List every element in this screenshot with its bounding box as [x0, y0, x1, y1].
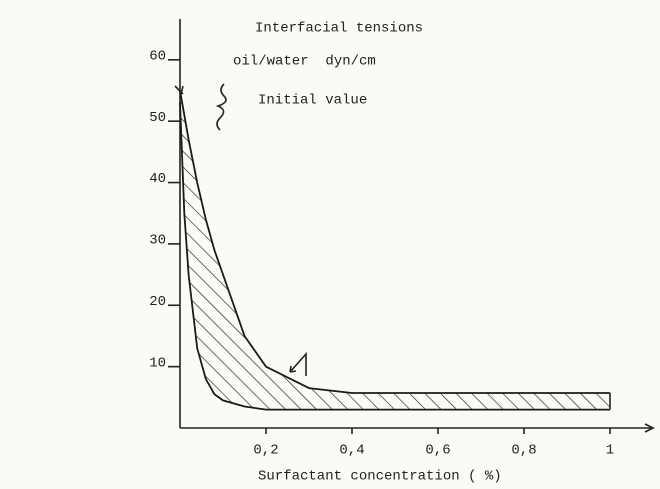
x-axis	[180, 424, 653, 432]
y-tick-label: 50	[149, 110, 166, 126]
title-line: Interfacial tensions	[255, 21, 423, 37]
brace	[217, 84, 226, 130]
hatched-band	[180, 91, 610, 410]
title-line: oil/water dyn/cm	[233, 54, 376, 70]
x-tick-label: 0,2	[253, 443, 278, 459]
y-tick-label: 20	[149, 294, 166, 310]
x-tick-label: 1	[606, 443, 614, 459]
initial-mark	[175, 86, 183, 94]
y-tick-label: 10	[149, 355, 166, 371]
x-axis-label: Surfactant concentration ( %)	[258, 469, 502, 485]
arrow-symbol	[290, 354, 306, 376]
y-tick-label: 40	[149, 171, 166, 187]
x-tick-label: 0,4	[339, 443, 364, 459]
page: Interfacial tensions oil/water dyn/cm In…	[0, 0, 660, 489]
y-tick-label: 60	[149, 49, 166, 65]
chart: Interfacial tensions oil/water dyn/cm In…	[0, 0, 660, 489]
y-tick-label: 30	[149, 233, 166, 249]
annotation: Initial value	[258, 93, 367, 109]
x-tick-label: 0,6	[425, 443, 450, 459]
x-tick-label: 0,8	[511, 443, 536, 459]
